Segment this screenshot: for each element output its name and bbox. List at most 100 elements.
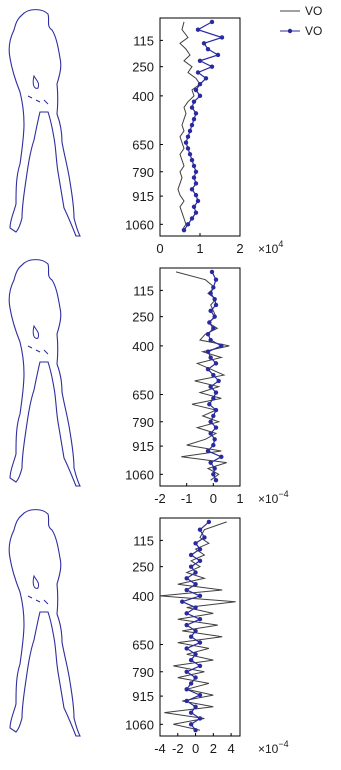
series-point-blue	[197, 58, 203, 64]
series-point-blue	[188, 657, 194, 663]
series-point-blue	[208, 460, 213, 465]
series-point-blue	[197, 93, 203, 99]
series-point-blue	[184, 576, 189, 581]
series-point-blue	[208, 355, 213, 360]
series-point-blue	[185, 146, 191, 151]
y-tick-label: 1060	[125, 717, 154, 732]
series-point-blue	[195, 27, 201, 32]
series-point-blue	[203, 76, 209, 81]
series-point-blue	[211, 472, 216, 477]
series-point-blue	[193, 628, 198, 634]
series-point-blue	[193, 581, 198, 587]
panel-3: 115 250 400 650 790 915 1060-4 -2 0 2 4 ×10−4	[125, 517, 289, 756]
series-point-blue	[193, 570, 198, 575]
series-point-blue	[205, 349, 211, 354]
series-point-blue	[193, 111, 199, 116]
x-exponent-label: ×10−4	[258, 489, 289, 506]
series-point-blue	[215, 52, 221, 58]
x-tick-label: 2	[236, 241, 243, 256]
y-tick-label: 250	[132, 310, 154, 325]
series-point-blue	[189, 105, 195, 110]
series-point-blue	[184, 669, 189, 674]
series-point-blue	[211, 326, 216, 331]
y-tick-label: 115	[133, 33, 154, 48]
y-tick-label: 400	[132, 339, 154, 354]
series-point-blue	[191, 163, 197, 169]
series-point-blue	[188, 564, 194, 569]
series-point-blue	[193, 675, 198, 680]
outline-2-inner	[32, 324, 39, 339]
series-point-blue	[188, 681, 194, 686]
legend: VO VO	[280, 4, 322, 38]
y-tick-label: 400	[132, 589, 154, 604]
series-point-blue	[197, 617, 203, 622]
x-tick-label: -4	[154, 741, 166, 756]
series-point-blue	[201, 41, 207, 46]
series-point-blue	[193, 181, 199, 186]
series-point-blue	[213, 361, 219, 366]
y-tick-label: 790	[132, 415, 154, 430]
series-line-blue	[183, 21, 224, 231]
series-point-blue	[197, 81, 203, 87]
series-point-blue	[205, 367, 211, 372]
series-point-blue	[188, 552, 194, 558]
series-point-blue	[193, 704, 198, 710]
outline-1-shape	[8, 9, 81, 237]
series-point-blue	[193, 210, 199, 215]
series-point-blue	[187, 128, 193, 134]
series-point-blue	[191, 99, 197, 104]
series-point-blue	[189, 187, 195, 192]
y-tick-label: 915	[132, 689, 154, 704]
outline-3	[8, 509, 81, 737]
outline-3-shape	[8, 509, 81, 737]
series-point-blue	[181, 227, 187, 233]
series-point-blue	[212, 314, 217, 319]
outline-2-shape	[8, 259, 81, 487]
panel-2: 115 250 400 650 790 915 1060-2 -1 0 1 ×10−4	[125, 267, 289, 506]
y-tick-label: 915	[132, 189, 154, 204]
x-exponent-label: ×10−4	[258, 739, 289, 756]
series-point-blue	[205, 331, 211, 337]
series-point-blue	[208, 337, 213, 343]
x-tick-label: 0	[210, 491, 217, 506]
y-tick-label: 650	[132, 638, 154, 653]
series-point-blue	[206, 519, 212, 525]
plot-frame	[159, 267, 241, 487]
series-point-blue	[213, 425, 219, 430]
series-point-blue	[211, 285, 216, 290]
x-tick-label: 1	[236, 491, 243, 506]
outline-1-inner	[32, 74, 39, 89]
x-tick-label: 0	[156, 241, 163, 256]
series-point-blue	[208, 431, 213, 436]
x-exponent-power: −4	[278, 489, 288, 499]
x-tick-label: 0	[192, 741, 199, 756]
series-point-blue	[188, 722, 194, 727]
x-tick-label: -2	[172, 741, 184, 756]
y-tick-label: 250	[132, 560, 154, 575]
legend-marker-blue	[287, 28, 293, 34]
series-point-blue	[184, 698, 189, 704]
x-tick-label: -2	[154, 491, 166, 506]
series-point-blue	[195, 70, 201, 75]
series-point-blue	[193, 652, 198, 657]
x-tick-label: 4	[227, 741, 234, 756]
x-tick-label: -1	[181, 491, 193, 506]
y-tick-label: 115	[133, 533, 154, 548]
series-point-blue	[184, 611, 189, 616]
series-point-blue	[212, 466, 217, 471]
series-point-blue	[193, 192, 199, 198]
outline-3-gap	[27, 595, 49, 605]
series-point-blue	[180, 599, 185, 604]
outline-2	[8, 259, 81, 487]
y-tick-label: 1060	[125, 467, 154, 482]
y-tick-label: 650	[132, 388, 154, 403]
x-exponent-label: ×104	[258, 239, 283, 256]
series-point-blue	[189, 216, 195, 221]
series-point-blue	[197, 640, 203, 645]
series-point-blue	[193, 605, 198, 610]
series-point-blue	[205, 46, 211, 52]
series-point-blue	[193, 727, 198, 733]
series-point-blue	[185, 222, 191, 227]
series-point-blue	[188, 710, 194, 715]
x-exponent-power: −4	[278, 739, 288, 749]
